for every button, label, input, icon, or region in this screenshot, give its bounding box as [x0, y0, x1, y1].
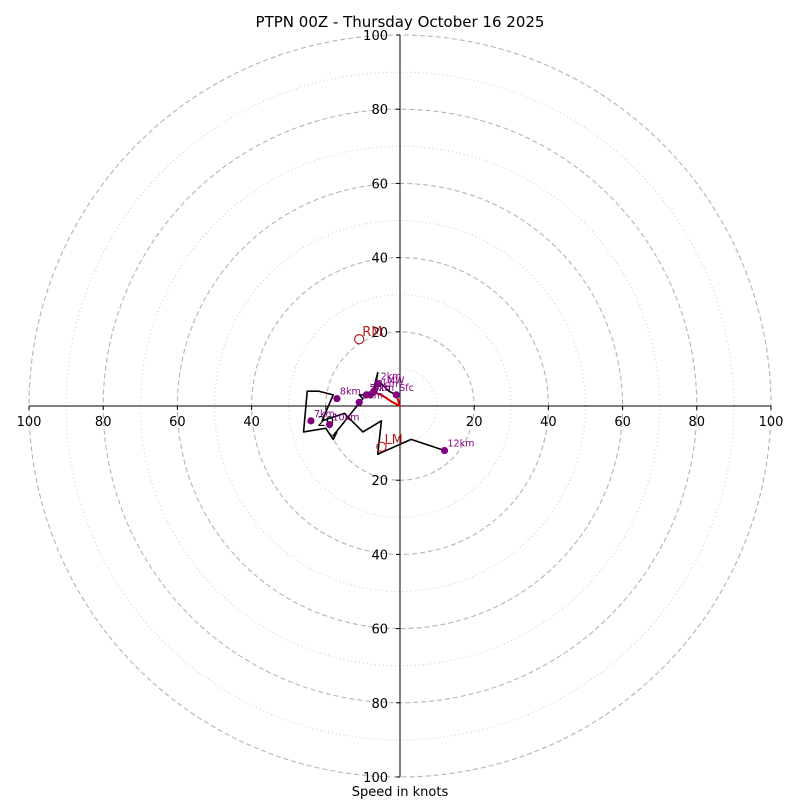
height-marker-dot — [307, 417, 315, 425]
x-axis-label: Speed in knots — [352, 785, 449, 800]
height-marker-label: 2km — [381, 372, 402, 383]
hodograph-traces — [302, 371, 445, 456]
x-tick-label: 20 — [466, 415, 483, 430]
y-tick-label: 100 — [363, 771, 388, 786]
x-tick-label: 40 — [540, 415, 557, 430]
y-tick-label: 40 — [371, 548, 388, 563]
wind-profile-line — [302, 371, 445, 456]
y-tick-label: 20 — [371, 474, 388, 489]
height-marker-dot — [355, 398, 363, 406]
mean-wind-label: MW — [387, 375, 405, 386]
storm-motion-marker — [353, 334, 365, 345]
height-marker-dot — [363, 391, 371, 399]
x-tick-label: 100 — [17, 415, 42, 430]
storm-motion-label: LM — [384, 433, 402, 448]
y-tick-label: 40 — [371, 252, 388, 267]
x-tick-label: 80 — [689, 415, 706, 430]
storm-motion-markers: RM LM — [353, 325, 403, 453]
height-marker-dot — [392, 391, 400, 399]
y-tick-label: 60 — [371, 177, 388, 192]
height-marker-label: 7km — [314, 409, 335, 420]
chart-title: PTPN 00Z - Thursday October 16 2025 — [256, 13, 545, 31]
y-tick-label: 60 — [371, 623, 388, 638]
x-tick-label: 60 — [614, 415, 631, 430]
storm-motion-marker — [376, 441, 387, 453]
y-tick-label: 80 — [371, 103, 388, 118]
y-tick-label: 80 — [371, 697, 388, 712]
x-tick-label: 60 — [169, 415, 186, 430]
x-tick-label: 40 — [243, 415, 260, 430]
height-marker-label: 10km — [333, 413, 360, 424]
height-marker-dot — [440, 446, 449, 455]
low-level-wind-line — [370, 390, 401, 407]
tick-labels: 2020202040404040606060608080808010010010… — [17, 29, 784, 786]
height-marker-label: Sfc — [399, 383, 414, 394]
height-marker-label: 6km — [362, 390, 383, 401]
storm-motion-label: RM — [362, 325, 382, 340]
height-marker-dot — [333, 394, 341, 403]
x-tick-label: 100 — [759, 415, 784, 430]
y-tick-label: 100 — [363, 29, 388, 44]
height-marker-label: 8km — [340, 387, 361, 398]
height-marker-label: 5km — [370, 383, 391, 394]
height-marker-dot — [374, 380, 382, 388]
height-marker-label: 12km — [448, 439, 475, 450]
x-tick-label: 80 — [95, 415, 112, 430]
height-marker-label: 3km — [377, 379, 398, 390]
height-marker-dot — [325, 420, 334, 429]
y-tick-label: 20 — [371, 326, 388, 341]
height-marker-label: 4km — [373, 383, 394, 394]
